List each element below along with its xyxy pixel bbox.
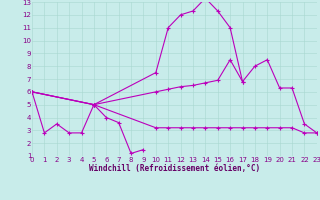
X-axis label: Windchill (Refroidissement éolien,°C): Windchill (Refroidissement éolien,°C) (89, 164, 260, 173)
